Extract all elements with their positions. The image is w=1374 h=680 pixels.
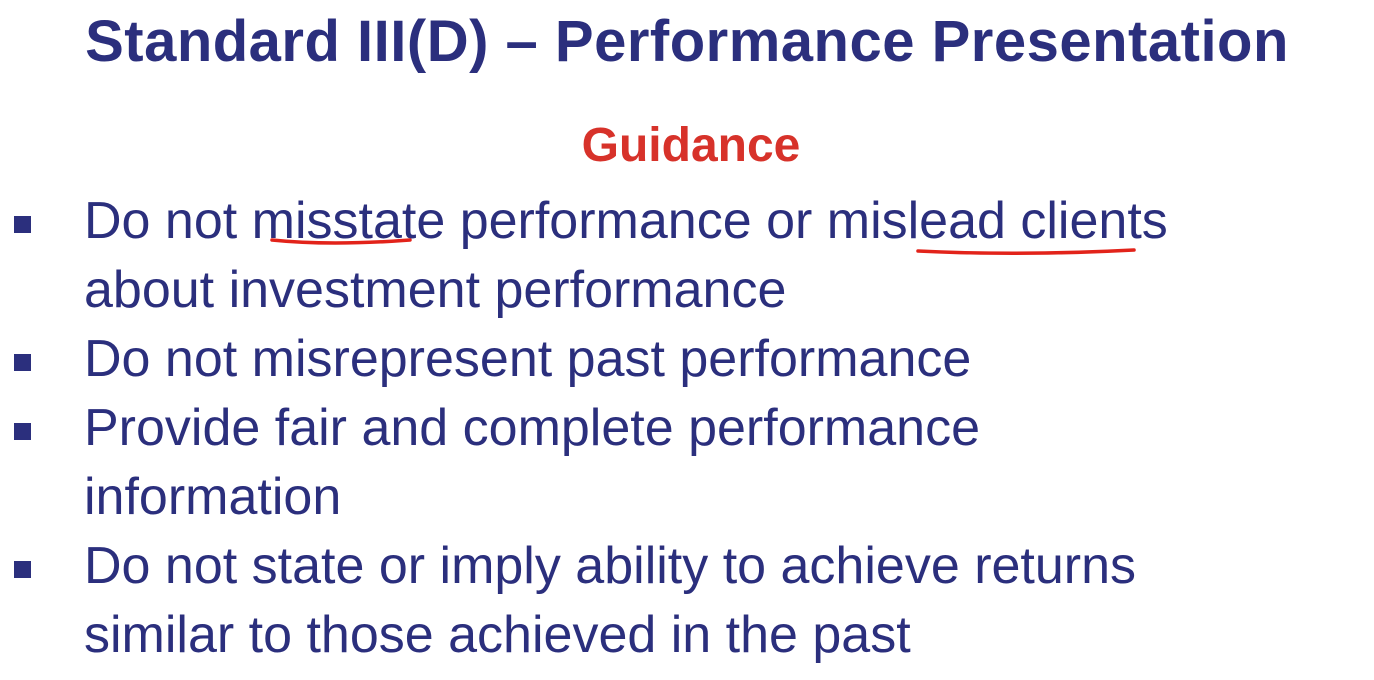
square-bullet-icon — [14, 423, 31, 440]
square-bullet-icon — [14, 561, 31, 578]
bullet-line: about investment performance — [84, 261, 787, 319]
bullet-line: Do not misstate performance or mislead c… — [84, 192, 1168, 250]
bullet-line: Do not state or imply ability to achieve… — [84, 537, 1137, 595]
slide-title: Standard III(D) – Performance Presentati… — [85, 9, 1289, 74]
bullet-item-3: Provide fair and complete performance in… — [0, 394, 1374, 532]
bullet-line: Provide fair and complete performance — [84, 399, 981, 457]
bullet-list: Do not misstate performance or mislead c… — [0, 187, 1374, 670]
bullet-item-2: Do not misrepresent past performance — [0, 325, 1374, 394]
bullet-item-4: Do not state or imply ability to achieve… — [0, 532, 1374, 670]
square-bullet-icon — [14, 354, 31, 371]
bullet-item-1: Do not misstate performance or mislead c… — [0, 187, 1374, 325]
slide-subtitle: Guidance — [581, 119, 801, 172]
bullet-line: Do not misrepresent past performance — [84, 330, 972, 388]
bullet-line: information — [84, 468, 342, 526]
bullet-line: similar to those achieved in the past — [84, 606, 911, 664]
square-bullet-icon — [14, 216, 31, 233]
